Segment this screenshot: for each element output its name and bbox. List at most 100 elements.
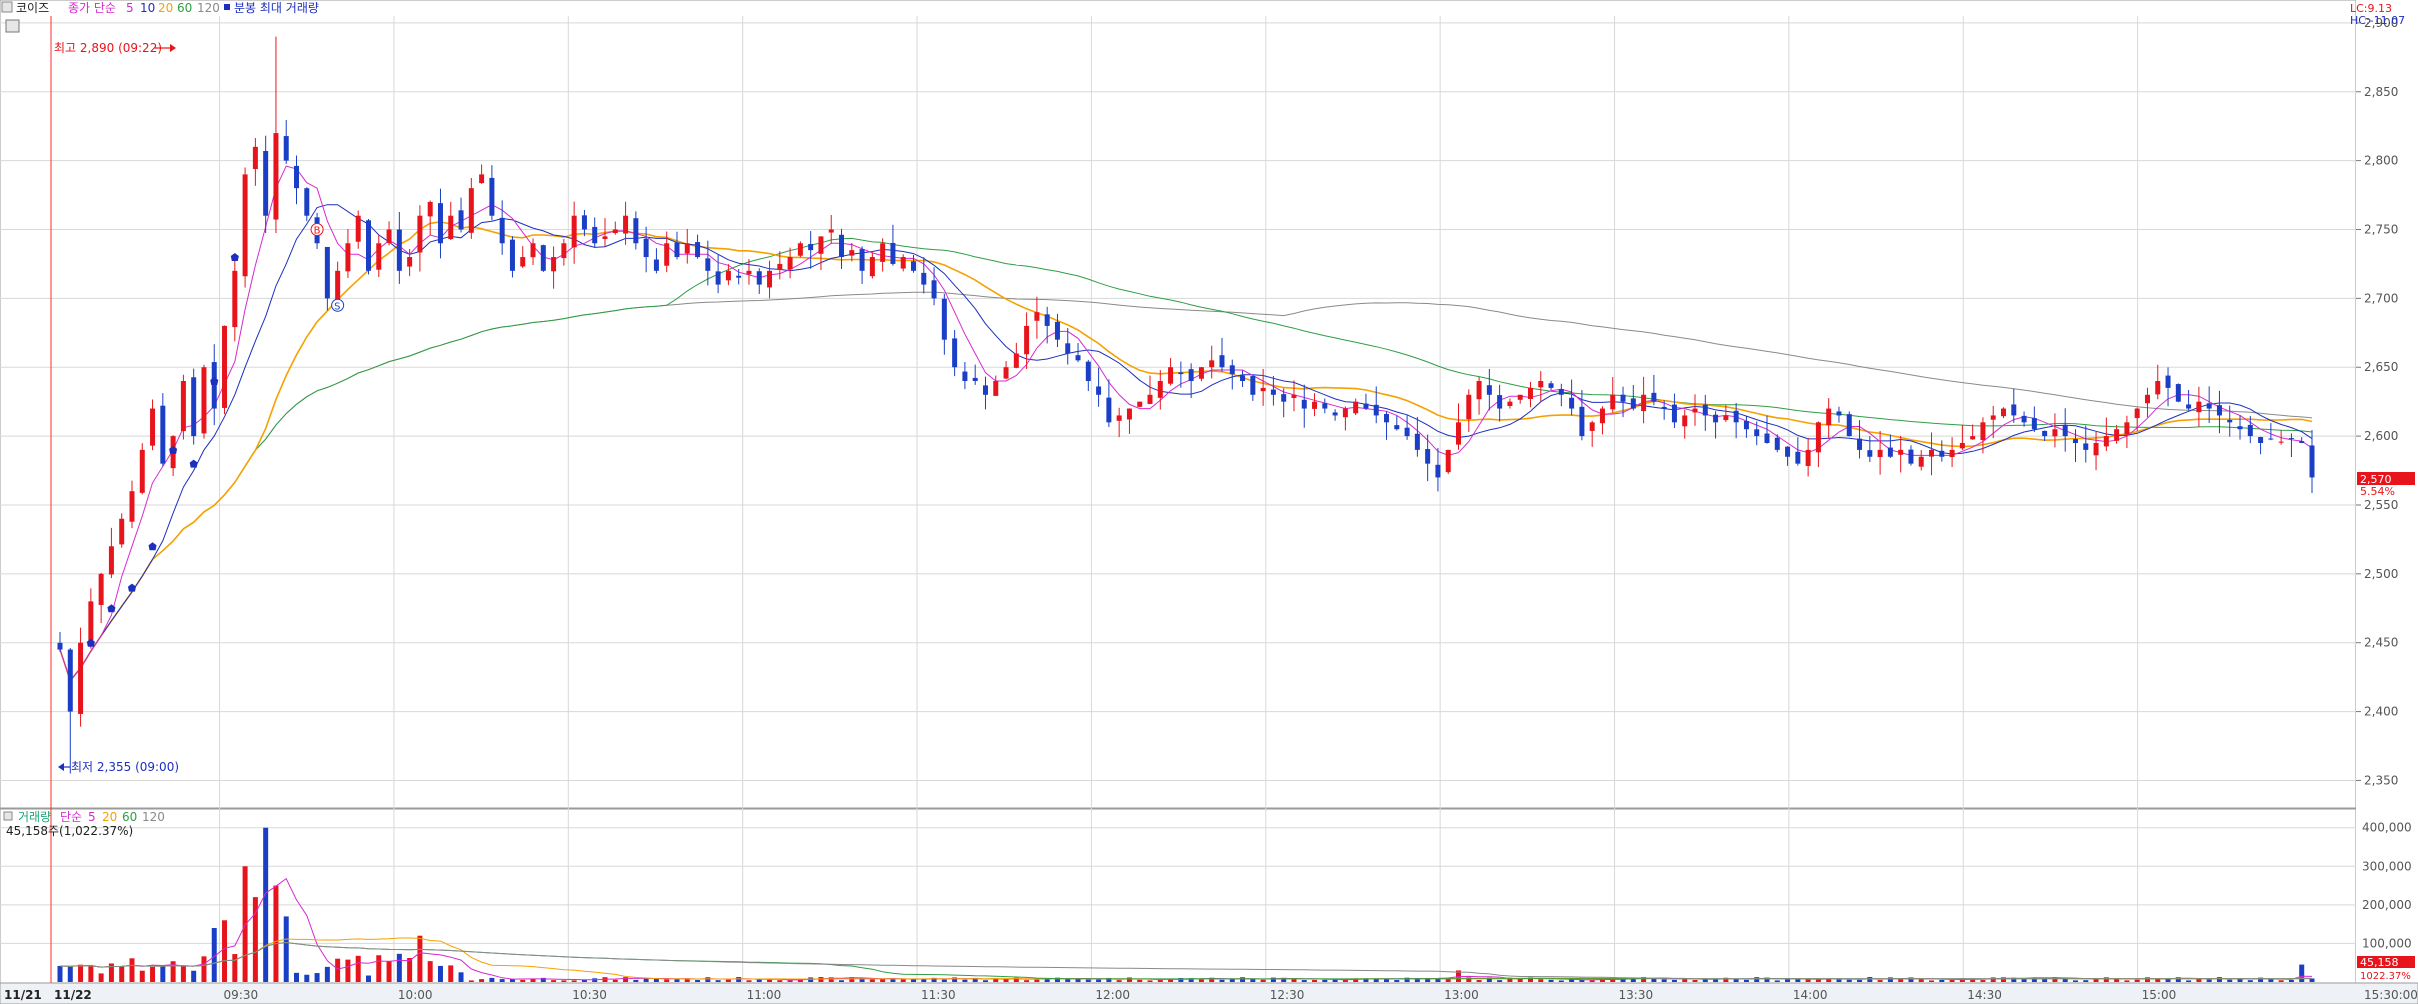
candle-body — [1034, 312, 1040, 321]
candle-body — [1630, 398, 1636, 409]
volume-bar — [2093, 978, 2099, 982]
candle-body — [1322, 403, 1328, 409]
candle-body — [304, 188, 310, 216]
volume-bar — [2083, 980, 2089, 982]
high-annotation: 최고 2,890 (09:22) — [54, 41, 176, 55]
volume-bar — [2237, 978, 2243, 982]
candle-body — [2103, 436, 2109, 447]
candle-body — [1785, 446, 1791, 457]
volume-bar — [191, 970, 197, 982]
volume-bar — [571, 980, 577, 982]
candle-body — [2247, 424, 2253, 437]
candle-body — [2227, 419, 2233, 423]
volume-bar — [849, 977, 855, 982]
candle-body — [2052, 429, 2058, 437]
volume-bars — [57, 827, 2315, 982]
candle-body — [273, 133, 279, 220]
volume-bar — [705, 977, 711, 982]
volume-bar — [108, 963, 114, 982]
axes: 2,900 2,850 2,800 2,750 2,700 2,650 2,600 2,550… — [4, 16, 2418, 1002]
volume-bar — [2309, 978, 2315, 982]
volume-bar — [1970, 978, 1976, 982]
signal-marker-icon — [127, 583, 136, 592]
candle-body — [1805, 449, 1811, 466]
menu-button[interactable] — [1, 1, 13, 13]
signal-marker-icon — [169, 445, 178, 454]
candle-body — [1240, 375, 1246, 382]
price-tick-label: 2,750 — [2364, 222, 2398, 236]
volume-bar — [2175, 977, 2181, 982]
volume-bar — [1394, 980, 1400, 982]
candle-body — [787, 257, 793, 270]
volume-panel[interactable] — [0, 808, 2357, 984]
volume-bar — [2062, 977, 2068, 982]
candle-body — [1414, 433, 1420, 450]
volume-bar — [1949, 979, 1955, 982]
symbol-label[interactable]: 코이즈 — [16, 1, 49, 15]
candle-body — [2083, 443, 2089, 450]
candle-body — [1384, 413, 1390, 423]
time-tick-label: 09:30 — [224, 988, 259, 1002]
candle-body — [1065, 343, 1071, 354]
candle-body — [2268, 438, 2274, 440]
low-annotation: 최저 2,355 (09:00) — [58, 760, 179, 774]
current-price: 2,570 — [2360, 473, 2392, 486]
volume-bar — [1867, 977, 1873, 982]
ma10-line — [59, 204, 2313, 682]
candle-body — [1075, 355, 1081, 361]
price-tick-label: 2,650 — [2364, 360, 2398, 374]
candle-body — [509, 239, 515, 271]
volume-bar — [828, 977, 834, 982]
volume-bar — [1281, 977, 1287, 982]
ma5-line — [59, 165, 2313, 682]
current-volume-pct: 1022.37% — [2360, 971, 2411, 982]
candle-body — [1456, 422, 1462, 445]
volume-bar — [273, 885, 279, 982]
volume-bar — [2247, 980, 2253, 982]
candle-body — [376, 243, 382, 270]
candle-body — [335, 270, 341, 303]
candle-body — [592, 226, 598, 244]
volume-bar — [1815, 978, 1821, 982]
candle-body — [427, 201, 433, 217]
volume-bar — [1795, 979, 1801, 982]
settings-button[interactable] — [5, 19, 20, 33]
candle-body — [1867, 450, 1873, 457]
volume-bar — [797, 979, 803, 982]
price-panel[interactable] — [0, 0, 2357, 809]
volume-bar — [1723, 977, 1729, 982]
candle-body — [797, 243, 803, 256]
candle-body — [2216, 405, 2222, 416]
price-axis-area — [2356, 0, 2418, 1004]
candle-body — [1332, 412, 1338, 416]
candle-body — [1229, 365, 1235, 375]
volume-bar — [499, 979, 505, 982]
volume-bar — [139, 970, 145, 982]
volume-bar — [1188, 978, 1194, 982]
volume-bar — [1569, 979, 1575, 982]
volume-bar — [170, 961, 176, 982]
ma5-legend: 5 — [126, 1, 134, 15]
candle-body — [2288, 438, 2294, 440]
signal-markers: BS — [86, 222, 345, 647]
volume-bar — [1651, 977, 1657, 982]
volume-bar — [859, 978, 865, 982]
low-arrow-icon — [58, 763, 64, 771]
volume-bar — [777, 980, 783, 982]
vol-ma5-legend: 5 — [88, 810, 96, 824]
volume-bar — [1918, 979, 1924, 982]
candle-body — [1270, 389, 1276, 395]
candle-body — [756, 271, 762, 285]
candle-body — [1507, 401, 1513, 406]
candle-body — [437, 203, 443, 244]
volume-bar — [355, 955, 361, 982]
volume-bar — [263, 827, 269, 982]
volume-bar — [941, 979, 947, 982]
candle-body — [921, 272, 927, 285]
candle-body — [1435, 464, 1441, 478]
volume-bar — [160, 965, 166, 982]
volume-tick-label: 300,000 — [2362, 859, 2412, 873]
volume-bar — [1126, 977, 1132, 982]
volume-menu-button[interactable] — [3, 811, 13, 821]
